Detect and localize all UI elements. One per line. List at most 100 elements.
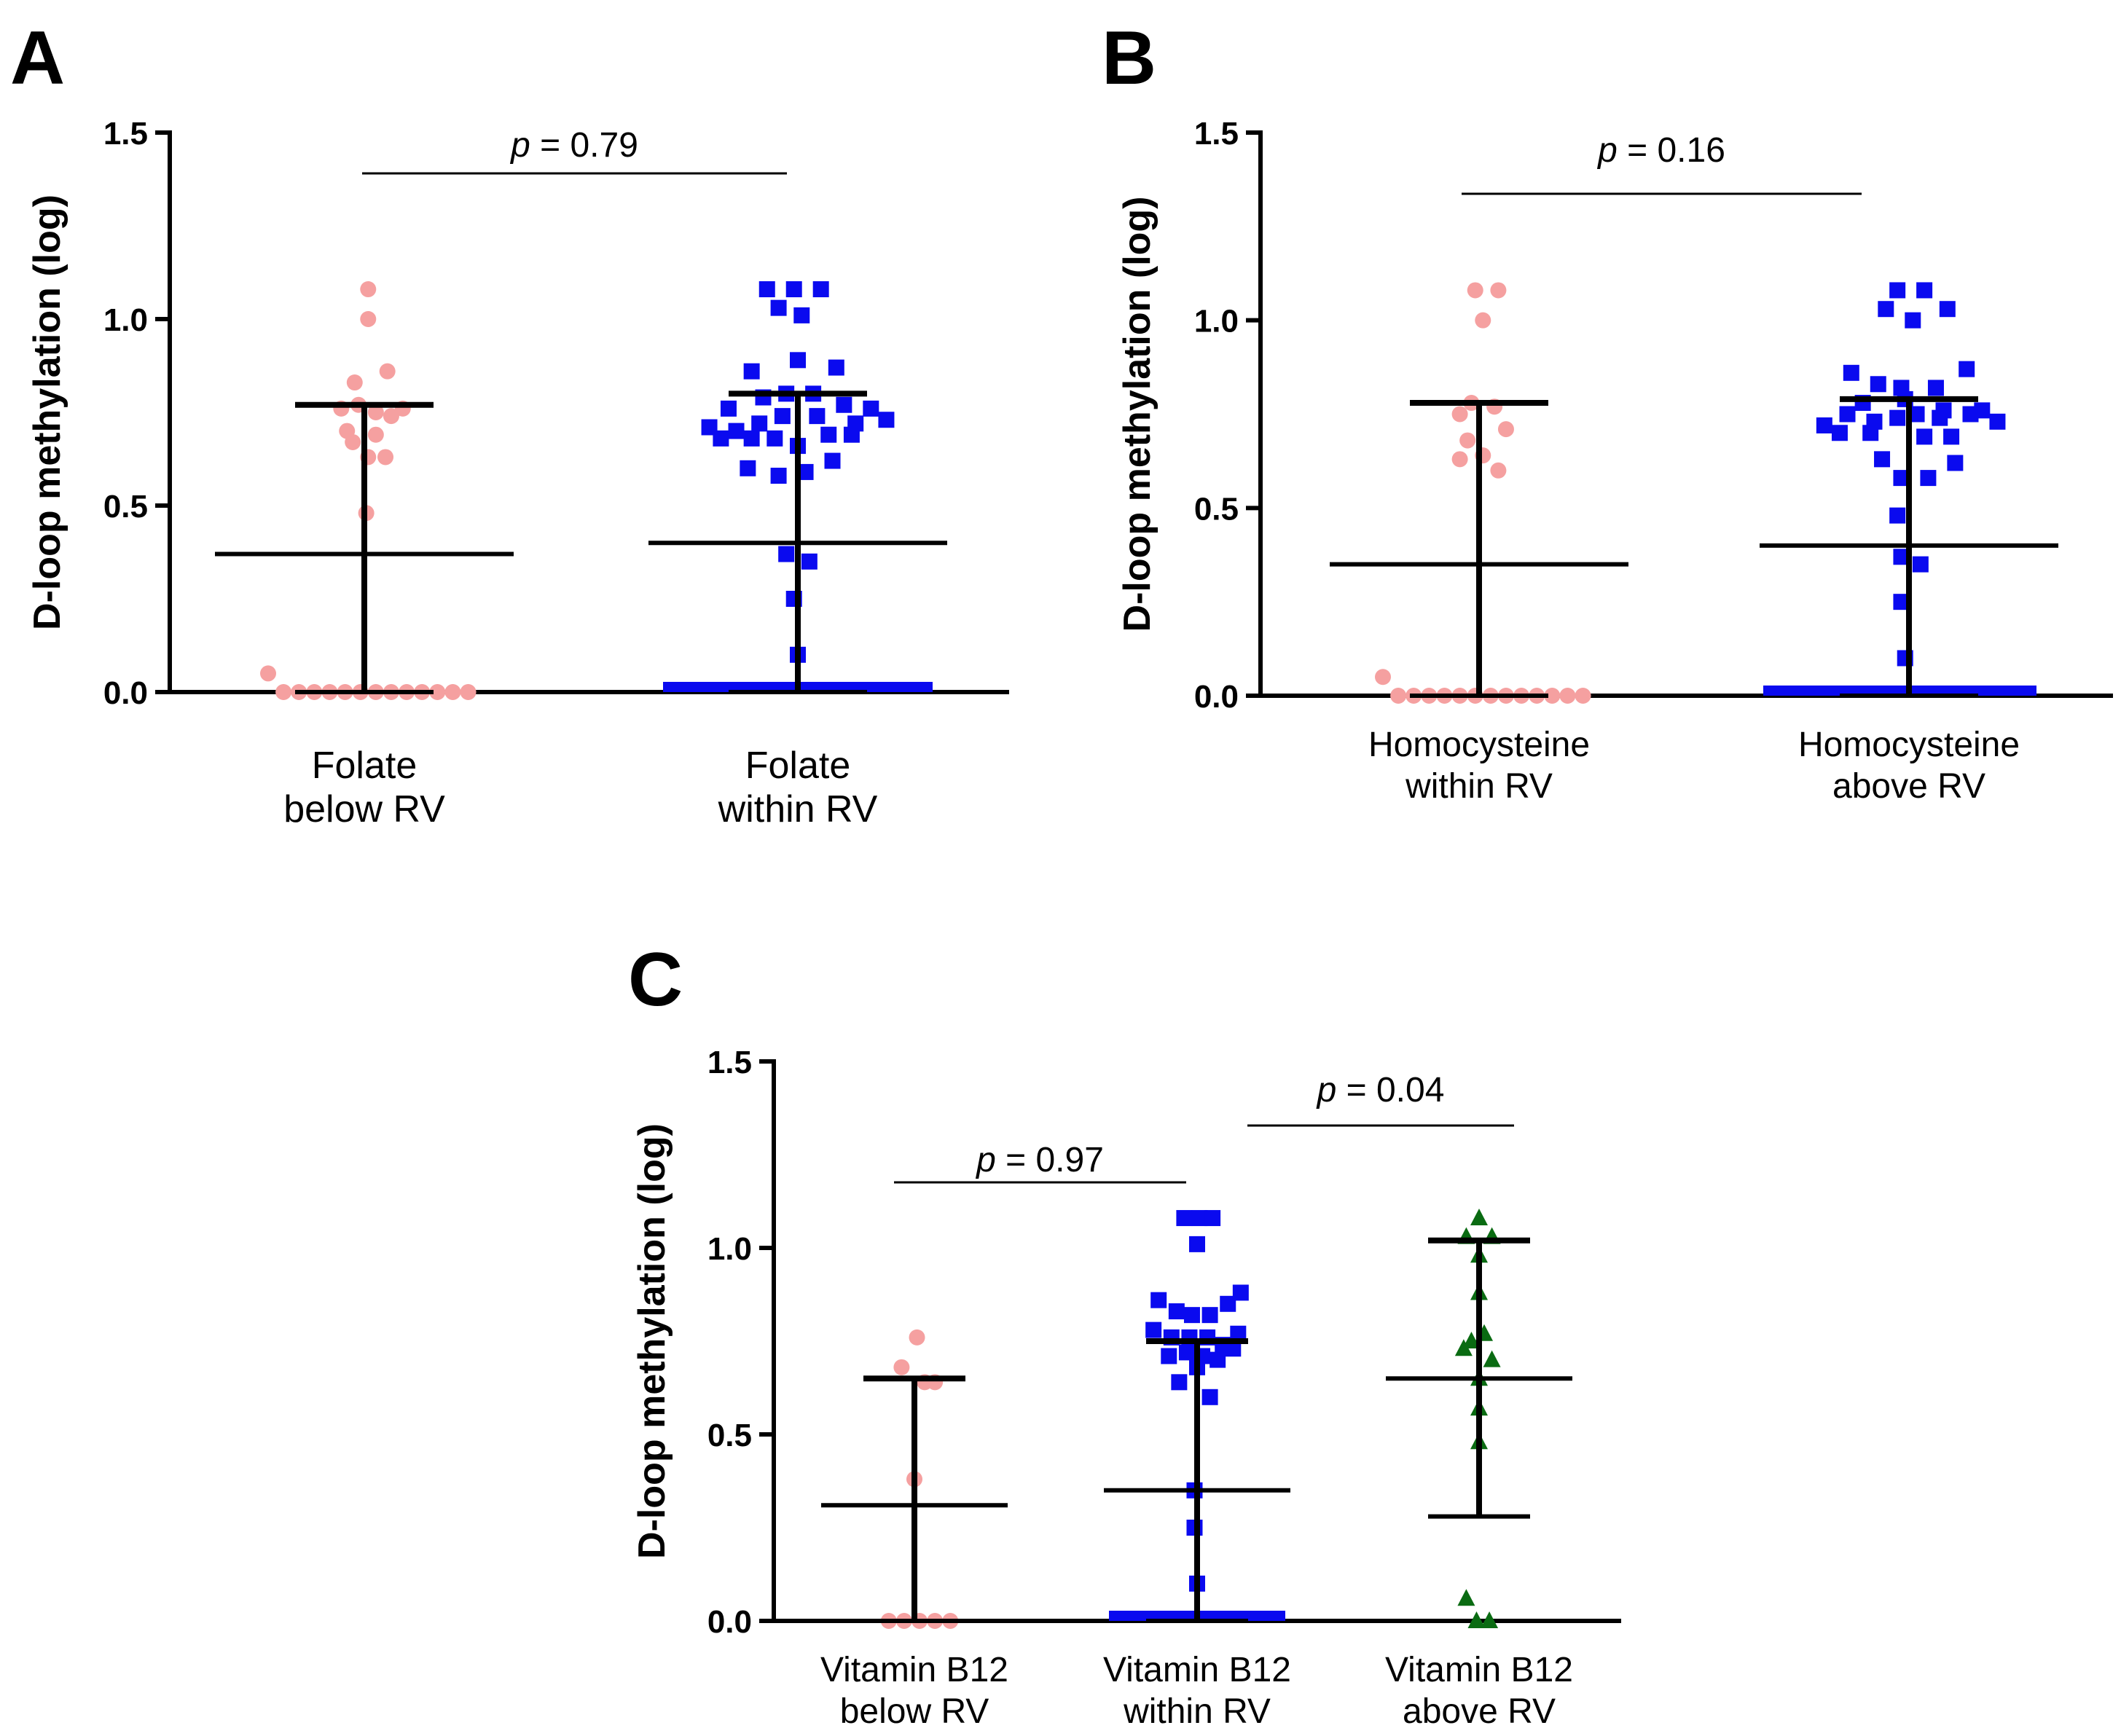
x-category-label: Vitamin B12 (1385, 1651, 1573, 1689)
data-point (1171, 1374, 1188, 1391)
data-point (383, 408, 399, 425)
p-value-label: p = 0.79 (509, 126, 638, 165)
y-tick-label: 1.5 (707, 1045, 752, 1080)
data-point (1912, 556, 1929, 573)
data-point (1839, 406, 1856, 423)
data-point (367, 404, 384, 420)
data-point (1893, 594, 1910, 610)
data-point (1475, 312, 1491, 329)
p-value-label: p = 0.97 (975, 1141, 1104, 1179)
x-category-label: above RV (1403, 1692, 1556, 1731)
y-axis-title: D-loop methylation (log) (631, 1123, 673, 1559)
panel-letter: A (10, 16, 65, 101)
x-category-label: Folate (312, 745, 417, 787)
data-point (1204, 1210, 1221, 1227)
data-point (758, 281, 775, 298)
data-point (260, 665, 276, 682)
data-point (1451, 406, 1468, 423)
data-point (1462, 1332, 1481, 1348)
data-point (444, 684, 461, 700)
data-point (1943, 428, 1960, 445)
data-point (893, 1359, 910, 1375)
x-category-label: Vitamin B12 (820, 1651, 1008, 1689)
group-triangle (1386, 1209, 1572, 1628)
p-value: = 0.97 (996, 1141, 1104, 1179)
data-point (339, 423, 356, 439)
data-point (1905, 312, 1921, 329)
data-point (367, 426, 384, 443)
data-point (1497, 421, 1514, 438)
data-point (1230, 1325, 1247, 1342)
data-point (1176, 1210, 1193, 1227)
data-point (1927, 380, 1944, 396)
p-value: = 0.04 (1336, 1071, 1444, 1109)
group-circle (821, 1329, 1008, 1629)
data-point (1932, 409, 1948, 426)
panel-c: C 0.0 0.5 1.0 1.5 D-loop methylation (log) Vi… (628, 938, 1621, 1731)
data-point (1481, 1611, 1499, 1628)
data-point (1544, 688, 1561, 704)
data-point (1459, 432, 1476, 449)
y-tick-label: 0.5 (707, 1418, 752, 1453)
p-symbol: p (1596, 131, 1618, 170)
y-axis-title: D-loop methylation (log) (1116, 197, 1158, 632)
group-circle (1330, 282, 1628, 704)
data-point (1225, 1340, 1242, 1357)
data-point (809, 408, 826, 425)
data-point (1201, 1307, 1218, 1324)
data-point (1490, 462, 1507, 479)
x-category-label: above RV (1832, 767, 1985, 806)
data-point (429, 684, 446, 700)
data-point (1908, 406, 1925, 423)
data-point (379, 363, 396, 380)
y-axis-title: D-loop methylation (log) (26, 195, 68, 630)
y-tick-label: 1.0 (1194, 304, 1239, 339)
panel-letter: B (1102, 16, 1156, 101)
x-category-label: Homocysteine (1798, 726, 2020, 764)
data-point (728, 423, 745, 439)
data-point (1916, 282, 1933, 299)
data-point (275, 684, 292, 700)
group-circle (215, 281, 514, 700)
data-point (1467, 282, 1483, 299)
p-symbol: p (975, 1141, 996, 1179)
data-point (360, 311, 377, 327)
group-square (1760, 282, 2058, 698)
data-point (1939, 301, 1956, 318)
data-point (1483, 1350, 1501, 1367)
p-value: = 0.16 (1618, 131, 1725, 170)
data-point (743, 430, 760, 447)
p-symbol: p (1316, 1071, 1337, 1109)
data-point (1575, 688, 1591, 704)
y-tick-label: 0.5 (1194, 491, 1239, 527)
p-symbol: p (509, 126, 530, 165)
data-point (1210, 1351, 1226, 1368)
data-point (1490, 282, 1507, 299)
data-point (1889, 282, 1906, 299)
data-point (1467, 1611, 1486, 1628)
x-category-label: below RV (840, 1692, 989, 1731)
data-point (377, 449, 394, 466)
y-tick-label: 0.0 (103, 675, 148, 711)
data-point (812, 281, 829, 298)
data-point (785, 281, 802, 298)
data-point (1150, 1292, 1167, 1308)
data-point (1375, 669, 1391, 686)
data-point (824, 452, 841, 469)
data-point (793, 307, 810, 323)
x-category-label: below RV (283, 788, 445, 830)
panel-letter: C (628, 938, 683, 1022)
data-point (1390, 688, 1407, 704)
data-point (1962, 406, 1979, 423)
data-point (751, 415, 768, 432)
data-point (1959, 361, 1975, 377)
data-point (1893, 549, 1910, 565)
y-tick-label: 0.0 (1194, 679, 1239, 715)
data-point (1183, 1307, 1200, 1324)
data-point (1989, 413, 2006, 430)
p-value: = 0.79 (530, 126, 638, 165)
data-point (1451, 451, 1468, 468)
y-tick-label: 1.0 (707, 1231, 752, 1267)
data-point (743, 363, 760, 380)
